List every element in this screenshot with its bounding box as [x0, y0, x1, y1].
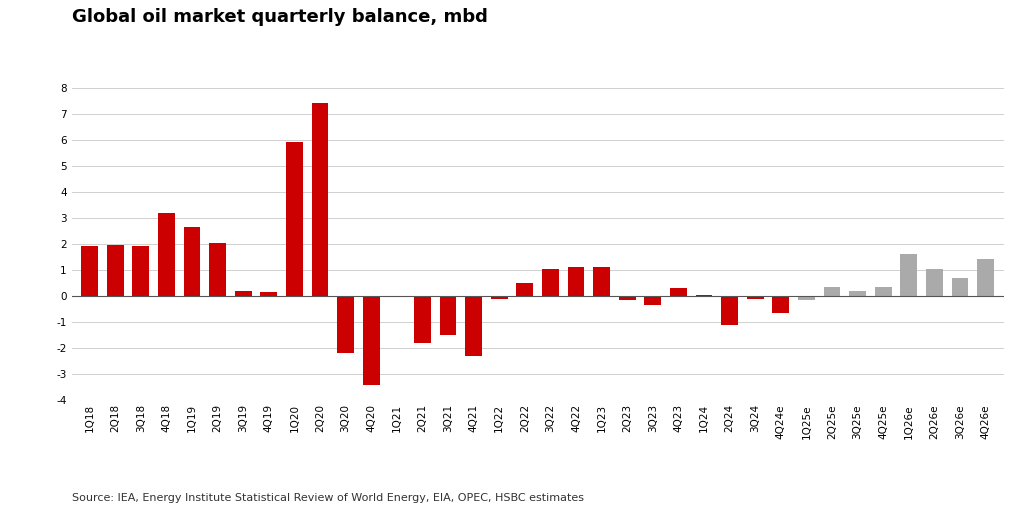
Bar: [106, 245, 124, 296]
Bar: [746, 296, 764, 299]
Bar: [567, 267, 585, 296]
Bar: [670, 288, 687, 296]
Bar: [260, 292, 278, 296]
Bar: [209, 243, 226, 296]
Bar: [439, 296, 457, 335]
Bar: [337, 296, 354, 353]
Bar: [183, 227, 201, 296]
Bar: [644, 296, 662, 305]
Bar: [951, 278, 969, 296]
Bar: [823, 287, 841, 296]
Bar: [158, 212, 175, 296]
Bar: [234, 291, 252, 296]
Bar: [926, 269, 943, 296]
Bar: [695, 294, 713, 296]
Bar: [849, 291, 866, 296]
Bar: [542, 269, 559, 296]
Bar: [388, 296, 406, 297]
Bar: [977, 260, 994, 296]
Bar: [465, 296, 482, 356]
Bar: [132, 246, 150, 296]
Bar: [618, 296, 636, 300]
Bar: [721, 296, 738, 325]
Bar: [286, 142, 303, 296]
Bar: [490, 296, 508, 299]
Bar: [311, 103, 329, 296]
Bar: [874, 287, 892, 296]
Text: Source: IEA, Energy Institute Statistical Review of World Energy, EIA, OPEC, HSB: Source: IEA, Energy Institute Statistica…: [72, 493, 584, 503]
Bar: [414, 296, 431, 343]
Bar: [516, 283, 534, 296]
Text: Global oil market quarterly balance, mbd: Global oil market quarterly balance, mbd: [72, 8, 487, 26]
Bar: [798, 296, 815, 300]
Bar: [900, 254, 918, 296]
Bar: [772, 296, 790, 313]
Bar: [81, 246, 98, 296]
Bar: [593, 267, 610, 296]
Bar: [362, 296, 380, 385]
